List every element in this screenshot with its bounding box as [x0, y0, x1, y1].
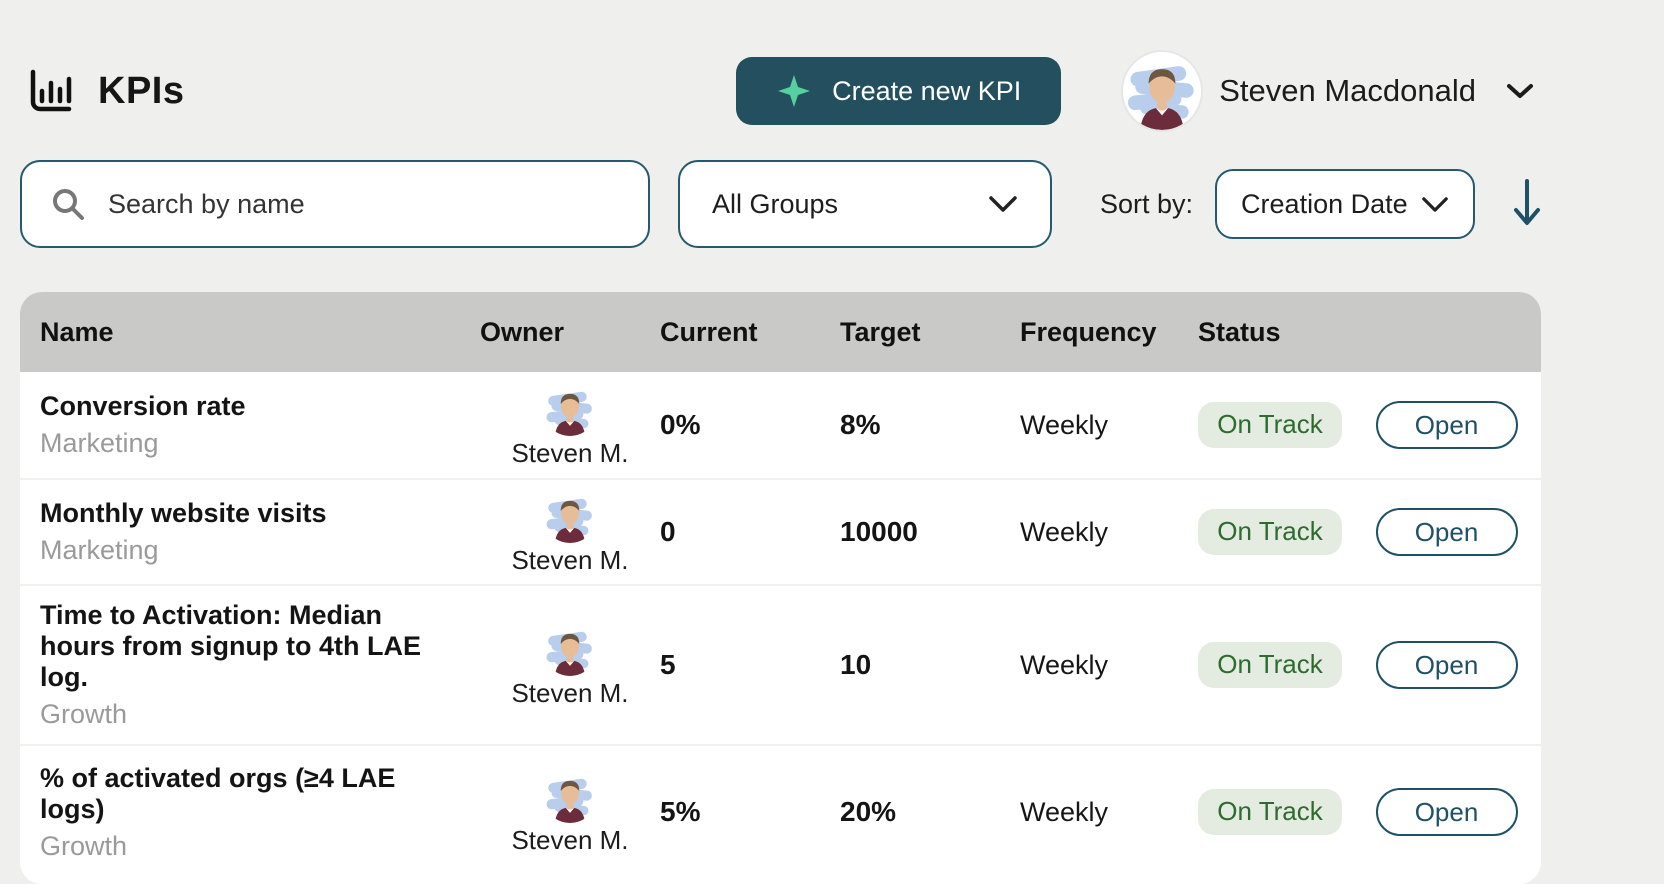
owner-avatar — [543, 488, 597, 543]
kpi-group: Marketing — [40, 428, 159, 459]
kpi-target: 10000 — [840, 516, 918, 547]
open-button[interactable]: Open — [1375, 508, 1518, 556]
kpi-target: 20% — [840, 796, 897, 828]
user-menu[interactable]: Steven Macdonald — [1123, 52, 1534, 130]
owner-name: Steven M. — [511, 437, 629, 468]
create-new-kpi-label: Create new KPI — [832, 75, 1022, 106]
kpi-name: Conversion rate — [40, 390, 246, 421]
user-photo — [543, 381, 597, 436]
kpi-target: 10 — [840, 649, 872, 681]
search-box[interactable] — [20, 160, 650, 248]
sort-dropdown[interactable]: Creation Date — [1215, 169, 1476, 239]
kpi-frequency: Weekly — [1020, 796, 1109, 827]
owner-avatar — [543, 768, 597, 823]
page-title: KPIs — [98, 69, 185, 112]
kpi-current: 5% — [660, 796, 701, 828]
table-row: Conversion rate Marketing Steven M. — [20, 372, 1541, 478]
search-input[interactable] — [108, 188, 620, 220]
column-header-name: Name — [40, 316, 114, 347]
kpi-current: 5 — [660, 649, 676, 681]
kpi-target: 8% — [840, 409, 881, 440]
column-header-owner: Owner — [480, 316, 565, 347]
group-filter-value: All Groups — [712, 188, 839, 219]
group-filter-dropdown[interactable]: All Groups — [678, 160, 1052, 248]
search-icon — [53, 189, 84, 220]
bar-chart-icon — [30, 69, 72, 112]
kpi-current: 0 — [660, 516, 676, 547]
status-badge: On Track — [1198, 789, 1342, 836]
user-avatar — [1123, 52, 1202, 130]
status-badge: On Track — [1198, 642, 1342, 689]
sort-value: Creation Date — [1241, 188, 1408, 219]
chevron-down-icon — [989, 196, 1017, 212]
table-row: % of activated orgs (≥4 LAE logs) Growth… — [20, 744, 1541, 884]
status-badge: On Track — [1198, 509, 1342, 555]
open-button[interactable]: Open — [1375, 641, 1518, 690]
chevron-down-icon — [1507, 84, 1533, 98]
user-photo — [543, 621, 597, 676]
status-badge: On Track — [1198, 402, 1342, 448]
owner-avatar — [543, 621, 597, 676]
column-header-frequency: Frequency — [1020, 316, 1157, 347]
user-name: Steven Macdonald — [1219, 73, 1476, 108]
top-bar: KPIs Create new KPI St — [0, 0, 1664, 130]
table-header-row: Name Owner Current Target Frequency Stat… — [20, 292, 1541, 372]
table-row: Monthly website visits Marketing Steven … — [20, 478, 1541, 584]
chevron-down-icon — [1422, 196, 1448, 212]
column-header-status: Status — [1198, 316, 1281, 347]
kpi-table: Name Owner Current Target Frequency Stat… — [20, 292, 1541, 884]
user-photo — [543, 488, 597, 543]
kpi-frequency: Weekly — [1020, 409, 1109, 440]
kpi-name: Time to Activation: Median hours from si… — [40, 600, 421, 693]
owner-avatar — [543, 381, 597, 436]
kpi-group: Growth — [40, 699, 128, 730]
kpi-group: Marketing — [40, 535, 159, 566]
open-button[interactable]: Open — [1375, 401, 1518, 449]
table-row: Time to Activation: Median hours from si… — [20, 584, 1541, 745]
kpi-frequency: Weekly — [1020, 649, 1109, 680]
owner-name: Steven M. — [511, 544, 629, 575]
sort-by-label: Sort by: — [1100, 188, 1194, 219]
kpi-name: Monthly website visits — [40, 497, 327, 528]
column-header-target: Target — [840, 316, 921, 347]
user-photo — [1123, 52, 1202, 130]
sparkle-icon — [778, 75, 811, 107]
kpi-current: 0% — [660, 409, 701, 440]
filter-bar: All Groups Sort by: Creation Date — [0, 130, 1664, 248]
kpi-frequency: Weekly — [1020, 516, 1109, 547]
owner-name: Steven M. — [511, 824, 629, 855]
kpi-group: Growth — [40, 830, 128, 861]
user-photo — [543, 768, 597, 823]
arrow-down-icon — [1514, 178, 1541, 225]
column-header-current: Current — [660, 316, 758, 347]
create-new-kpi-button[interactable]: Create new KPI — [736, 57, 1062, 125]
brand: KPIs — [24, 65, 184, 117]
sort-direction-button[interactable] — [1507, 173, 1547, 236]
open-button[interactable]: Open — [1375, 788, 1518, 837]
owner-name: Steven M. — [511, 677, 629, 708]
kpi-name: % of activated orgs (≥4 LAE logs) — [40, 762, 396, 824]
